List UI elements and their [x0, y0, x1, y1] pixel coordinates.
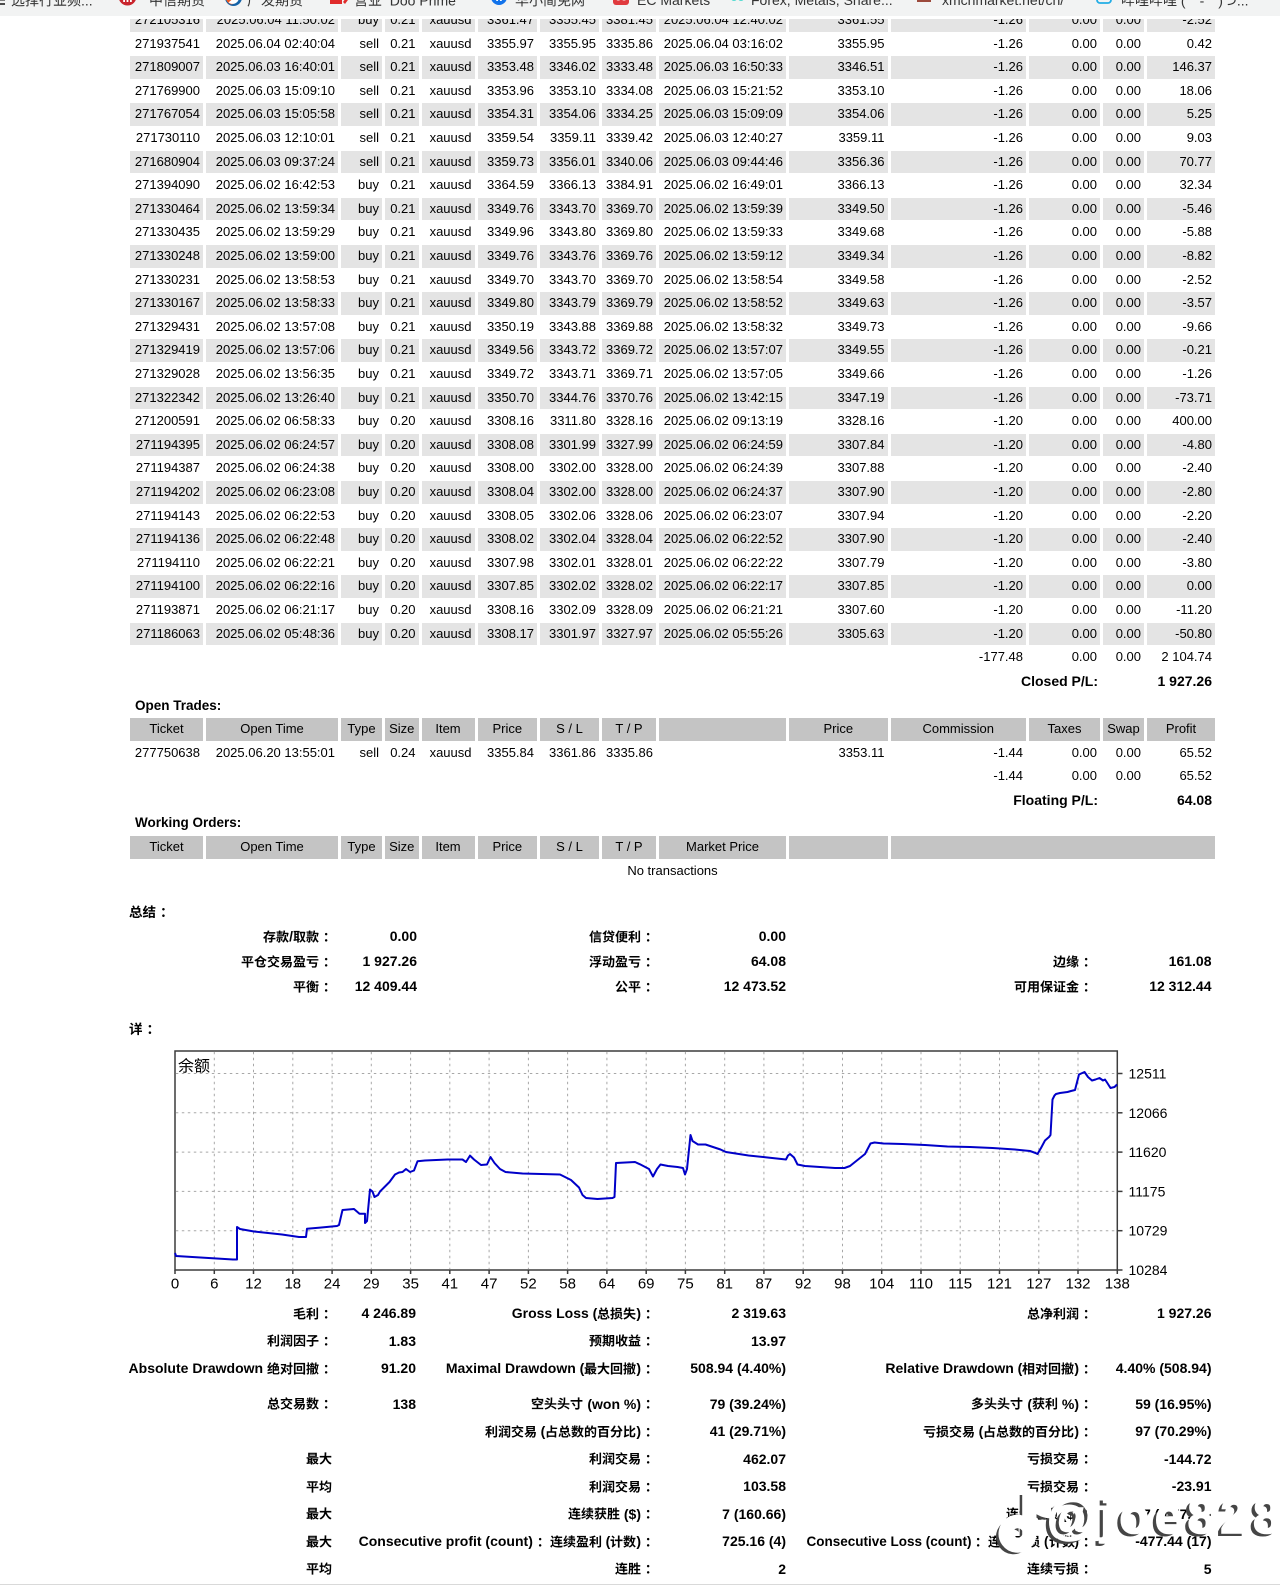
svg-text:0: 0 [171, 1276, 179, 1293]
svg-text:47: 47 [481, 1276, 498, 1293]
svg-text:11620: 11620 [1129, 1144, 1167, 1160]
svg-text:132: 132 [1065, 1276, 1090, 1293]
svg-text:10729: 10729 [1129, 1223, 1168, 1239]
svg-text:87: 87 [756, 1276, 773, 1293]
svg-text:41: 41 [441, 1276, 458, 1293]
svg-text:W: W [495, 0, 504, 3]
svg-text:64: 64 [599, 1276, 616, 1293]
svg-text:81: 81 [716, 1276, 733, 1293]
svg-text:58: 58 [559, 1276, 576, 1293]
svg-text:115: 115 [948, 1276, 972, 1293]
svg-text:104: 104 [869, 1276, 894, 1293]
svg-text:127: 127 [1026, 1276, 1051, 1293]
svg-text:69: 69 [638, 1276, 655, 1293]
svg-text:12511: 12511 [1129, 1066, 1167, 1082]
svg-text:11175: 11175 [1129, 1183, 1166, 1199]
svg-text:121: 121 [987, 1276, 1012, 1293]
svg-text:92: 92 [795, 1276, 812, 1293]
svg-text:12066: 12066 [1129, 1105, 1168, 1121]
svg-text:98: 98 [834, 1276, 851, 1293]
svg-text:29: 29 [363, 1276, 380, 1293]
svg-text:12: 12 [245, 1276, 262, 1293]
svg-text:6: 6 [210, 1276, 218, 1293]
svg-text:18: 18 [284, 1276, 301, 1293]
svg-text:110: 110 [909, 1276, 933, 1293]
svg-text:35: 35 [402, 1276, 419, 1293]
svg-text:75: 75 [677, 1276, 694, 1293]
svg-text:CC: CC [615, 0, 627, 3]
svg-text:10284: 10284 [1129, 1262, 1168, 1278]
svg-text:52: 52 [520, 1276, 537, 1293]
svg-text:24: 24 [324, 1276, 341, 1293]
svg-text:138: 138 [1105, 1276, 1130, 1293]
